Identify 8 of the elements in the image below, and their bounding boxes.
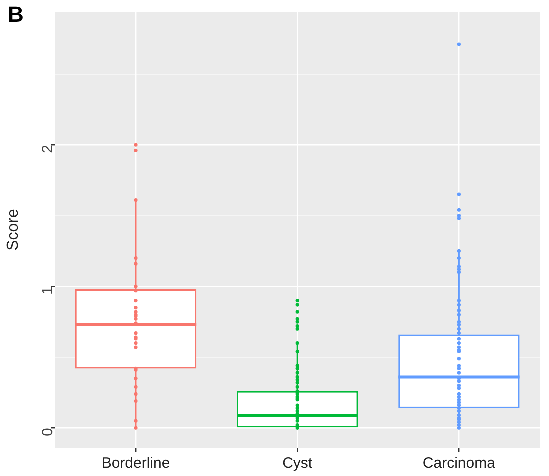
y-tick-label: 0 bbox=[39, 428, 56, 437]
y-axis-title: Score bbox=[5, 209, 22, 251]
chart-title: B bbox=[8, 2, 24, 28]
y-tick-label: 1 bbox=[39, 286, 56, 295]
x-tick-label: Borderline bbox=[102, 455, 170, 472]
x-tick-label: Cyst bbox=[282, 455, 314, 472]
y-tick-label: 2 bbox=[39, 145, 56, 154]
x-tick-label: Carcinoma bbox=[422, 455, 496, 472]
